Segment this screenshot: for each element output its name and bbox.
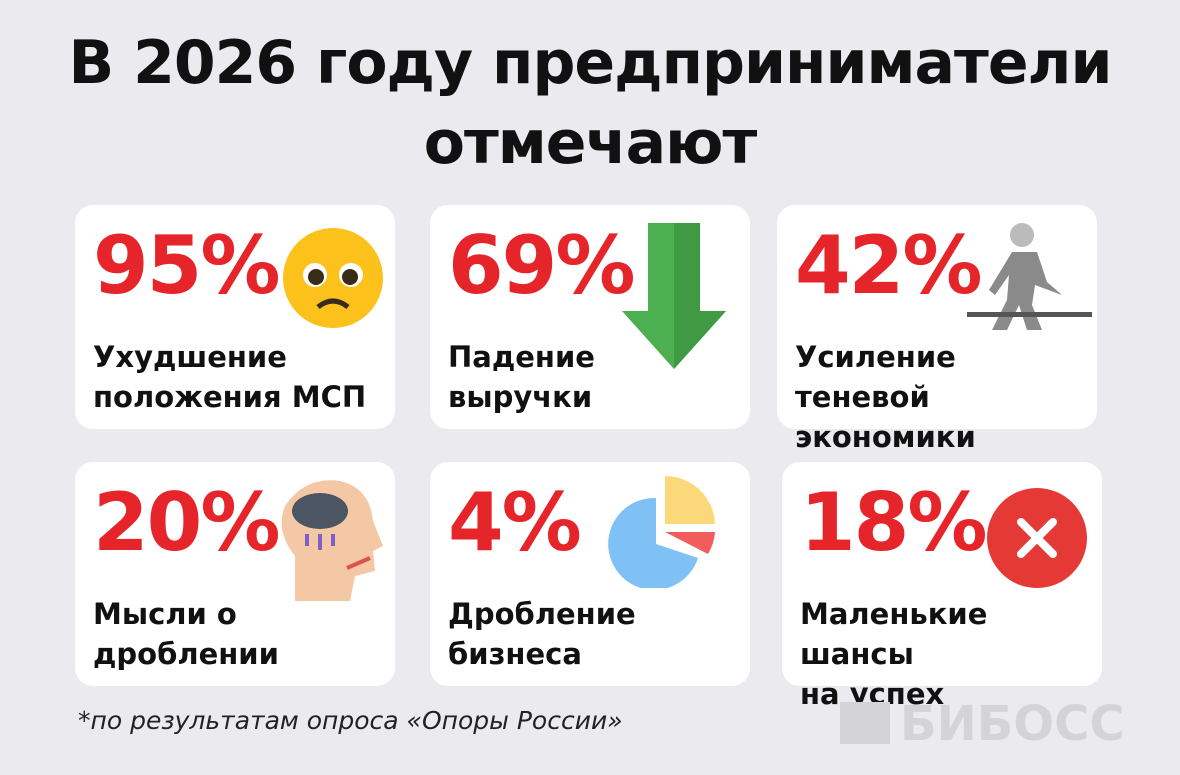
label-line: положения МСП: [93, 380, 367, 414]
stat-value: 42%: [795, 219, 982, 312]
card: 4% Дробление бизнеса: [430, 462, 750, 686]
stat-value: 18%: [800, 476, 987, 569]
shadow-person-icon: [967, 223, 1092, 330]
stat-label: Ухудшение положения МСП: [93, 337, 366, 417]
cross-icon: [987, 488, 1087, 588]
label-line: Ухудшение: [93, 340, 287, 374]
stat-value: 95%: [93, 219, 280, 312]
stat-value: 4%: [448, 476, 582, 569]
title: отмечают: [423, 108, 758, 178]
card: 20% Мысли о дроблении: [75, 462, 395, 686]
label-line: выручки: [448, 380, 593, 414]
card: 69% Падение выручки: [430, 205, 750, 429]
sad-face-icon: [283, 228, 383, 328]
label-line: бизнеса: [448, 637, 582, 671]
pie-icon: [608, 476, 715, 588]
logo: БИБОСС: [840, 696, 1125, 752]
label-line: Дробление: [448, 597, 636, 631]
card: 18% Маленькие шансы на успех: [782, 462, 1102, 711]
sad-head-icon: [281, 480, 383, 601]
title: В 2026 году предприниматели: [68, 28, 1112, 98]
label-line: Усиление теневой: [795, 340, 956, 414]
down-arrow-icon: [622, 223, 726, 369]
label-line: Мысли о: [93, 597, 237, 631]
stat-label: Падение выручки: [448, 337, 595, 417]
stat-label: Мысли о дроблении: [93, 594, 279, 674]
label-line: экономики: [795, 420, 976, 454]
footnote: *по результатам опроса «Опоры России»: [78, 706, 623, 735]
label-line: дроблении: [93, 637, 279, 671]
stat-value: 69%: [448, 219, 635, 312]
stat-value: 20%: [93, 476, 280, 569]
card: 95% Ухудшение положения МСП: [75, 205, 395, 429]
stat-label: Усиление теневой экономики: [795, 337, 1097, 457]
label-line: Падение: [448, 340, 595, 374]
logo-text: БИБОСС: [900, 696, 1125, 752]
label-line: Маленькие шансы: [800, 597, 988, 671]
stat-label: Маленькие шансы на успех: [800, 594, 1102, 714]
card: 42% Усиление теневой экономики: [777, 205, 1097, 454]
stat-label: Дробление бизнеса: [448, 594, 636, 674]
